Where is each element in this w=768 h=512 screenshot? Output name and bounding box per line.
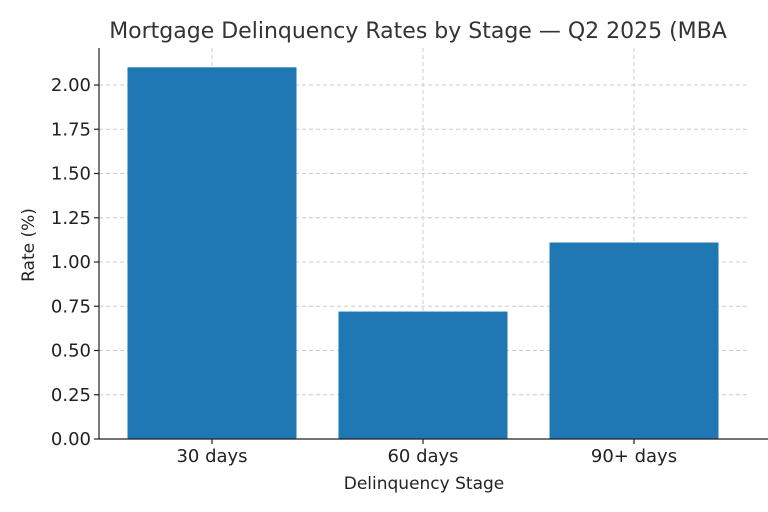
y-tick-label: 0.50 [51,341,91,362]
y-tick-label: 1.25 [51,208,91,229]
y-tick-label: 1.75 [51,119,91,140]
y-ticks: 0.00 0.25 0.50 0.75 1.00 1.25 1.50 1.75 2.00 [51,75,99,450]
y-tick-label: 2.00 [51,75,91,96]
x-tick-label: 60 days [387,446,458,467]
y-tick-label: 1.00 [51,252,91,273]
y-tick-label: 0.25 [51,385,91,406]
x-tick-label: 90+ days [591,446,677,467]
axes [98,48,768,440]
bar-60-days [338,311,508,439]
bars [127,67,719,440]
y-tick-label: 1.50 [51,164,91,185]
y-axis-label: Rate (%) [19,208,39,282]
chart-title: Mortgage Delinquency Rates by Stage — Q2… [109,19,727,44]
bar-30-days [127,67,297,440]
y-tick-label: 0.75 [51,296,91,317]
bar-90-days [549,242,719,439]
y-tick-label: 0.00 [51,429,91,450]
x-ticks: 30 days 60 days 90+ days [176,439,677,467]
x-tick-label: 30 days [176,446,247,467]
x-axis-label: Delinquency Stage [344,474,505,494]
